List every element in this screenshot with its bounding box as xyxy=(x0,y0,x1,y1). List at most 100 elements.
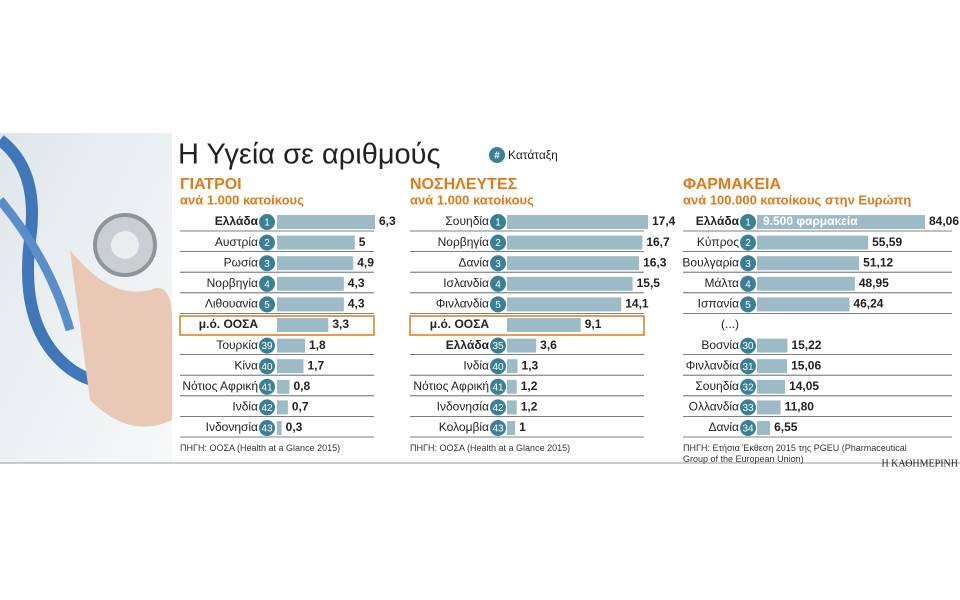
rank-label: 41 xyxy=(492,382,504,393)
bar xyxy=(277,359,304,374)
value-label: 16,7 xyxy=(646,235,670,249)
category-label: Νότιος Αφρική xyxy=(182,379,258,393)
bar xyxy=(277,318,329,332)
value-label: 1,3 xyxy=(522,358,539,372)
bar xyxy=(277,297,344,312)
bar xyxy=(757,400,781,415)
rank-label: 39 xyxy=(261,341,273,352)
rank-label: 4 xyxy=(264,279,270,290)
highlight-box xyxy=(179,315,375,336)
category-label: Λιθουανία xyxy=(205,297,258,311)
category-label: Κύπρος xyxy=(697,235,739,249)
photo xyxy=(0,133,172,463)
bar xyxy=(757,359,788,374)
rank-badge xyxy=(740,255,756,272)
source-note: ΠΗΓΗ: ΟΟΣΑ (Health at a Glance 2015) xyxy=(180,442,341,453)
rank-label: 1 xyxy=(745,218,751,229)
rank-label: 3 xyxy=(495,259,501,270)
highlight-box xyxy=(409,315,645,336)
value-label: 1 xyxy=(519,420,526,434)
rank-label: 42 xyxy=(261,403,273,414)
legend-text: Κατάταξη xyxy=(508,148,558,162)
rank-label: 43 xyxy=(492,424,504,435)
category-label: μ.ό. ΟΟΣΑ xyxy=(199,317,259,331)
value-label: 46,24 xyxy=(853,297,883,311)
bar xyxy=(757,297,850,312)
value-label: 51,12 xyxy=(863,255,893,269)
value-label: 1,2 xyxy=(521,400,538,414)
brand: Η ΚΑΘΗΜΕΡΙΝΗ xyxy=(881,458,958,469)
value-label: 84,06 xyxy=(929,214,959,228)
bar xyxy=(757,276,855,291)
value-label: 4,9 xyxy=(357,255,374,269)
category-label: Φινλανδία xyxy=(686,358,739,372)
category-label: Σουηδία xyxy=(695,379,739,393)
rank-badge xyxy=(490,275,506,292)
bar xyxy=(507,400,517,415)
category-label: Ελλάδα xyxy=(696,214,740,228)
category-label: Ισπανία xyxy=(698,297,739,311)
rank-label: 5 xyxy=(745,300,751,311)
value-label: 48,95 xyxy=(859,276,889,290)
bar xyxy=(277,256,354,271)
value-label: 5 xyxy=(359,235,366,249)
bar-annotation: 9.500 φαρμακεία xyxy=(763,214,858,228)
bar xyxy=(507,235,643,250)
bar xyxy=(277,235,355,250)
value-label: 1,2 xyxy=(521,379,538,393)
bar xyxy=(277,421,282,435)
rank-label: 35 xyxy=(492,341,504,352)
rank-badge xyxy=(259,399,275,416)
rank-badge xyxy=(740,296,756,313)
bar xyxy=(757,421,771,435)
rank-badge xyxy=(740,275,756,292)
rank-badge xyxy=(259,296,275,313)
category-label: Δανία xyxy=(708,420,739,434)
chart-title: ΓΙΑΤΡΟΙ xyxy=(180,176,242,193)
rank-badge xyxy=(259,255,275,272)
category-label: Ελλάδα xyxy=(215,214,259,228)
category-label: μ.ό. ΟΟΣΑ xyxy=(430,317,490,331)
category-label: Ινδονησία xyxy=(206,420,258,434)
legend-badge xyxy=(489,147,505,163)
value-label: 16,3 xyxy=(643,255,667,269)
rank-label: 31 xyxy=(742,362,754,373)
rank-badge xyxy=(259,358,275,375)
bar xyxy=(507,379,517,394)
category-label: Μάλτα xyxy=(705,276,740,290)
category-label: Νορβηγία xyxy=(207,276,258,290)
rank-label: 2 xyxy=(745,238,751,249)
source-note: ΠΗΓΗ: ΟΟΣΑ (Health at a Glance 2015) xyxy=(410,442,571,453)
category-label: Ολλανδία xyxy=(689,400,739,414)
value-label: 17,4 xyxy=(652,214,676,228)
value-label: 0,8 xyxy=(293,379,310,393)
value-label: 3,6 xyxy=(540,338,557,352)
value-label: 15,22 xyxy=(791,338,821,352)
rank-badge xyxy=(259,337,275,354)
rank-label: 4 xyxy=(495,279,501,290)
bar xyxy=(277,276,344,291)
bar xyxy=(757,256,860,271)
rank-badge xyxy=(490,420,506,436)
rank-badge xyxy=(259,234,275,251)
rank-badge xyxy=(490,358,506,375)
bar xyxy=(507,215,648,229)
value-label: 0,3 xyxy=(286,420,303,434)
rank-badge xyxy=(740,420,756,436)
rank-label: 43 xyxy=(261,424,273,435)
bar xyxy=(507,421,516,435)
bar xyxy=(277,400,288,415)
category-label: Κίνα xyxy=(234,358,258,372)
rank-label: 40 xyxy=(492,362,504,373)
legend-symbol: # xyxy=(494,151,500,162)
value-label: 55,59 xyxy=(872,235,902,249)
rank-badge xyxy=(740,358,756,375)
bar xyxy=(507,338,537,353)
chart-title: ΦΑΡΜΑΚΕΙΑ xyxy=(683,176,781,193)
category-label: (...) xyxy=(721,317,739,331)
rank-badge xyxy=(740,337,756,354)
bar xyxy=(757,235,869,250)
rank-label: 5 xyxy=(495,300,501,311)
